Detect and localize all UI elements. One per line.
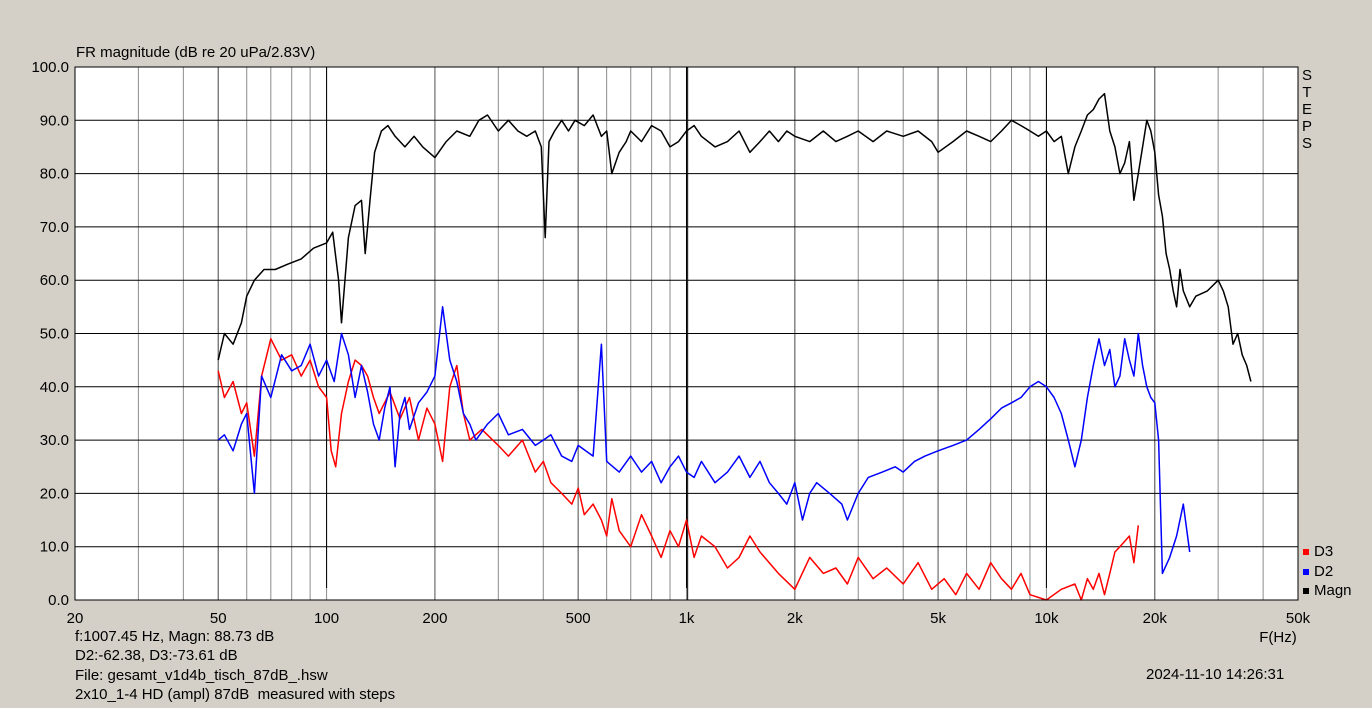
steps-mode-label[interactable]: S T E P S: [1301, 67, 1312, 152]
y-tick-label: 60.0: [40, 272, 69, 289]
y-tick-label: 50.0: [40, 326, 69, 343]
y-axis-tick-labels: 0.0 10.0 20.0 30.0 40.0 50.0 60.0 70.0 80.0 90.0 1…: [31, 59, 69, 609]
series-line-magn: [217, 92, 1252, 382]
series-line-d3: [217, 338, 1140, 601]
y-tick-label: 90.0: [40, 112, 69, 129]
series-line-d2: [217, 306, 1191, 575]
legend-label-d2: D2: [1314, 563, 1334, 580]
legend-item-magn[interactable]: Magn: [1303, 582, 1352, 599]
chart-title: FR magnitude (dB re 20 uPa/2.83V): [76, 44, 315, 61]
cursor-readout: f:1007.45 Hz, Magn: 88.73 dB: [75, 628, 275, 645]
x-tick-label: 10k: [1034, 610, 1059, 627]
legend-swatch-d3: [1303, 548, 1309, 555]
x-tick-label: 500: [566, 610, 591, 627]
x-tick-label: 5k: [930, 610, 946, 627]
legend-swatch-magn: [1303, 587, 1309, 594]
plot-frame: [74, 66, 1299, 601]
x-tick-label: 50: [210, 610, 227, 627]
y-tick-label: 80.0: [40, 166, 69, 183]
x-axis-label: F(Hz): [1259, 629, 1297, 646]
x-tick-label: 20k: [1143, 610, 1168, 627]
x-tick-label: 1k: [679, 610, 695, 627]
y-tick-label: 70.0: [40, 219, 69, 236]
file-name: File: gesamt_v1d4b_tisch_87dB_.hsw: [75, 667, 328, 684]
series-layer: [217, 92, 1252, 601]
legend-item-d2[interactable]: D2: [1303, 563, 1333, 580]
major-gridlines: [75, 67, 1298, 600]
legend-swatch-d2: [1303, 568, 1309, 575]
y-tick-label: 20.0: [40, 485, 69, 502]
x-tick-label: 2k: [787, 610, 803, 627]
y-tick-label: 0.0: [48, 592, 69, 609]
x-tick-label: 50k: [1286, 610, 1311, 627]
y-tick-label: 30.0: [40, 432, 69, 449]
y-tick-label: 40.0: [40, 379, 69, 396]
y-tick-label: 100.0: [31, 59, 69, 76]
legend-label-d3: D3: [1314, 543, 1334, 560]
measurement-note: 2x10_1-4 HD (ampl) 87dB measured with st…: [75, 686, 396, 703]
distortion-readout: D2:-62.38, D3:-73.61 dB: [75, 647, 238, 664]
x-tick-label: 20: [67, 610, 84, 627]
legend-label-magn: Magn: [1314, 582, 1352, 599]
x-axis-tick-labels: 20 50 100 200 500 1k 2k 5k 10k 20k 50k: [67, 610, 1311, 627]
x-tick-label: 200: [422, 610, 447, 627]
x-tick-label: 100: [314, 610, 339, 627]
timestamp: 2024-11-10 14:26:31: [1146, 666, 1285, 683]
legend-item-d3[interactable]: D3: [1303, 543, 1333, 560]
y-tick-label: 10.0: [40, 539, 69, 556]
